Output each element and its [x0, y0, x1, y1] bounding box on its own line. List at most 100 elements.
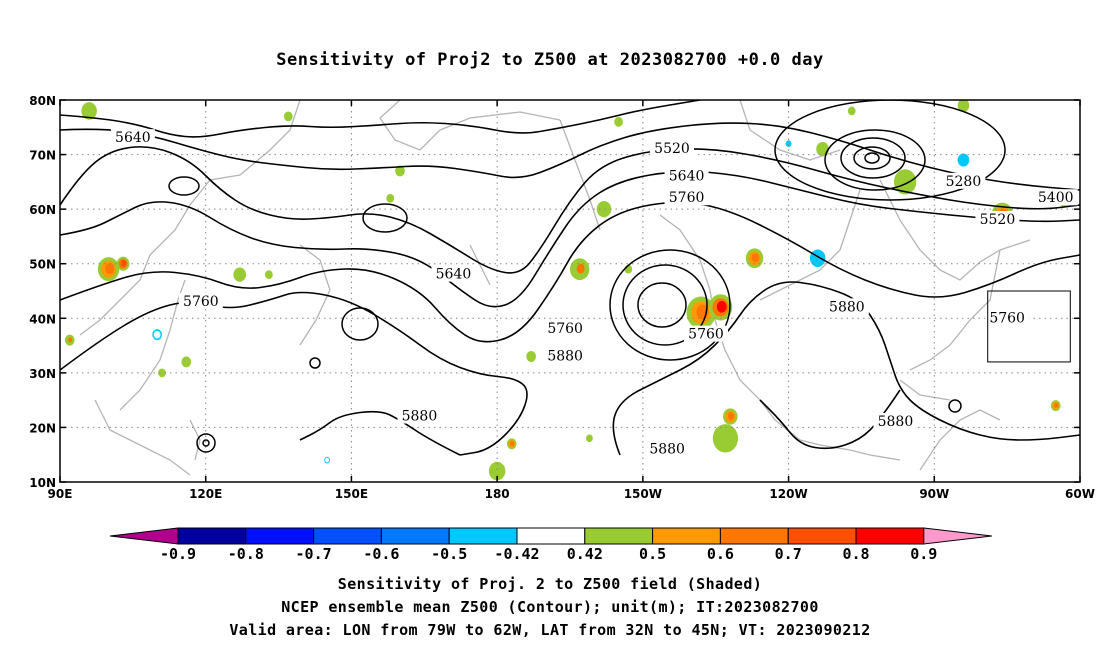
z500-closed-contour [609, 249, 731, 361]
contour-label-bg [664, 167, 709, 184]
z500-closed-contour [637, 282, 687, 328]
lon-tick-label: 60W [1065, 487, 1095, 501]
map-frame [59, 99, 1081, 483]
contour-label-bg [543, 347, 588, 364]
contour-label-bg [975, 211, 1020, 228]
sensitivity-patch-core [266, 271, 272, 278]
lon-tick-label: 150W [624, 487, 662, 501]
caption-shaded: Sensitivity of Proj. 2 to Z500 field (Sh… [337, 575, 763, 593]
lat-tick-label: 20N [29, 421, 56, 435]
z500-closed-contour [824, 129, 926, 191]
z500-closed-contour [362, 203, 408, 233]
valid-area-box [987, 290, 1071, 363]
colorbar-tick-label: 0.8 [842, 545, 869, 563]
colorbar-tick-label: 0.9 [910, 545, 937, 563]
coastline-segment [899, 379, 951, 401]
contour-label: 5760 [183, 294, 219, 310]
colorbar-low-arrow [109, 527, 179, 545]
sensitivity-patch-peak [727, 412, 735, 420]
colorbar-segment [448, 527, 518, 545]
z500-contour [60, 170, 1080, 308]
sensitivity-patch-peak [68, 337, 73, 343]
coastline-segment [879, 179, 1031, 281]
coastline-segment [739, 100, 841, 161]
sensitivity-patch-core [1086, 270, 1094, 279]
z500-contour [299, 410, 461, 456]
contour-label: 5760 [669, 190, 705, 206]
coastline-segment [469, 244, 491, 286]
lon-tick-label: 120W [769, 487, 807, 501]
lon-tick-label: 120E [189, 487, 222, 501]
coastline-segment [909, 249, 1001, 371]
z500-closed-contour [341, 307, 379, 341]
z500-contour [612, 281, 1080, 456]
z500-closed-contour [864, 152, 880, 164]
colorbar-segment [584, 527, 654, 545]
contour-label-bg [178, 292, 223, 309]
coastline-segment [559, 119, 601, 231]
lat-tick-label: 10N [29, 476, 56, 490]
sensitivity-patch-core [153, 330, 161, 339]
colorbar-tick-label: 0.6 [707, 545, 734, 563]
z500-contour [759, 389, 901, 450]
lat-tick-label: 70N [29, 149, 56, 163]
colorbar-segment [380, 527, 450, 545]
z500-closed-contour [948, 399, 962, 413]
contour-label-bg [941, 172, 986, 189]
contour-label: 5760 [989, 310, 1025, 326]
sensitivity-patch [1084, 268, 1096, 281]
lat-tick-label: 60N [29, 203, 56, 217]
colorbar-tick-label: 0.7 [775, 545, 802, 563]
sensitivity-patch-core [598, 203, 610, 215]
coastline-segment [379, 100, 561, 151]
contour-label-bg [110, 129, 155, 146]
contour-label-bg [1033, 189, 1078, 206]
sensitivity-patch-peak [121, 260, 127, 267]
z500-closed-contour [202, 439, 210, 447]
contour-label: 5760 [547, 321, 583, 337]
lon-tick-label: 90W [919, 487, 949, 501]
z500-closed-contour [840, 137, 906, 179]
sensitivity-patch-core [959, 100, 968, 111]
contour-label: 5880 [547, 348, 583, 364]
colorbar-segment [855, 527, 925, 545]
contour-label-bg [431, 265, 476, 282]
z500-closed-contour [853, 146, 891, 170]
contour-label: 5640 [436, 267, 472, 283]
z500-contours [60, 100, 1080, 456]
sensitivity-patch-peak [751, 253, 760, 263]
contour-label-bg [985, 309, 1030, 326]
contour-label: 5880 [402, 409, 438, 425]
colorbar-segment [787, 527, 857, 545]
lat-tick-label: 30N [29, 367, 56, 381]
contour-label-bg [824, 298, 869, 315]
sensitivity-patch-core [325, 457, 330, 463]
contour-label-bg [543, 320, 588, 337]
colorbar-high-arrow [923, 527, 992, 545]
contour-labels: 5640 5520 5640 5760 5280 5400 5520 5640 5760 5880… [110, 129, 1078, 457]
coastline-segment [919, 409, 1001, 471]
colorbar: -0.9 -0.8 -0.7 -0.6 -0.5 -0.42 0.42 0.5 0.6 0.7 0.… [109, 527, 992, 563]
z500-contour [60, 201, 1080, 343]
coastline-segment [189, 419, 201, 461]
colorbar-tick-label: -0.8 [228, 545, 264, 563]
map-axes: 90E 120E 150E 180 150W 120W 90W 60W 10N 20N 30N 40N… [29, 94, 1095, 501]
sensitivity-patch-core [182, 358, 190, 366]
caption-contour: NCEP ensemble mean Z500 (Contour); unit(… [281, 598, 819, 616]
colorbar-tick-label: -0.5 [431, 545, 467, 563]
contour-label: 5640 [669, 168, 705, 184]
colorbar-segment [177, 527, 247, 545]
sensitivity-patch-peak [105, 263, 115, 274]
colorbar-tick-label: -0.9 [160, 545, 196, 563]
sensitivity-patch-core [83, 104, 95, 118]
coastline-segment [79, 100, 301, 336]
sensitivity-patch-core [396, 167, 404, 175]
contour-label: 5880 [829, 299, 865, 315]
sensitivity-patch-core [491, 464, 503, 478]
sensitivity-patch-core [387, 195, 394, 202]
contour-label: 5760 [688, 327, 724, 343]
lat-tick-label: 80N [29, 94, 56, 108]
contour-label-bg [873, 412, 918, 429]
lat-tick-label: 50N [29, 258, 56, 272]
colorbar-segment [719, 527, 789, 545]
